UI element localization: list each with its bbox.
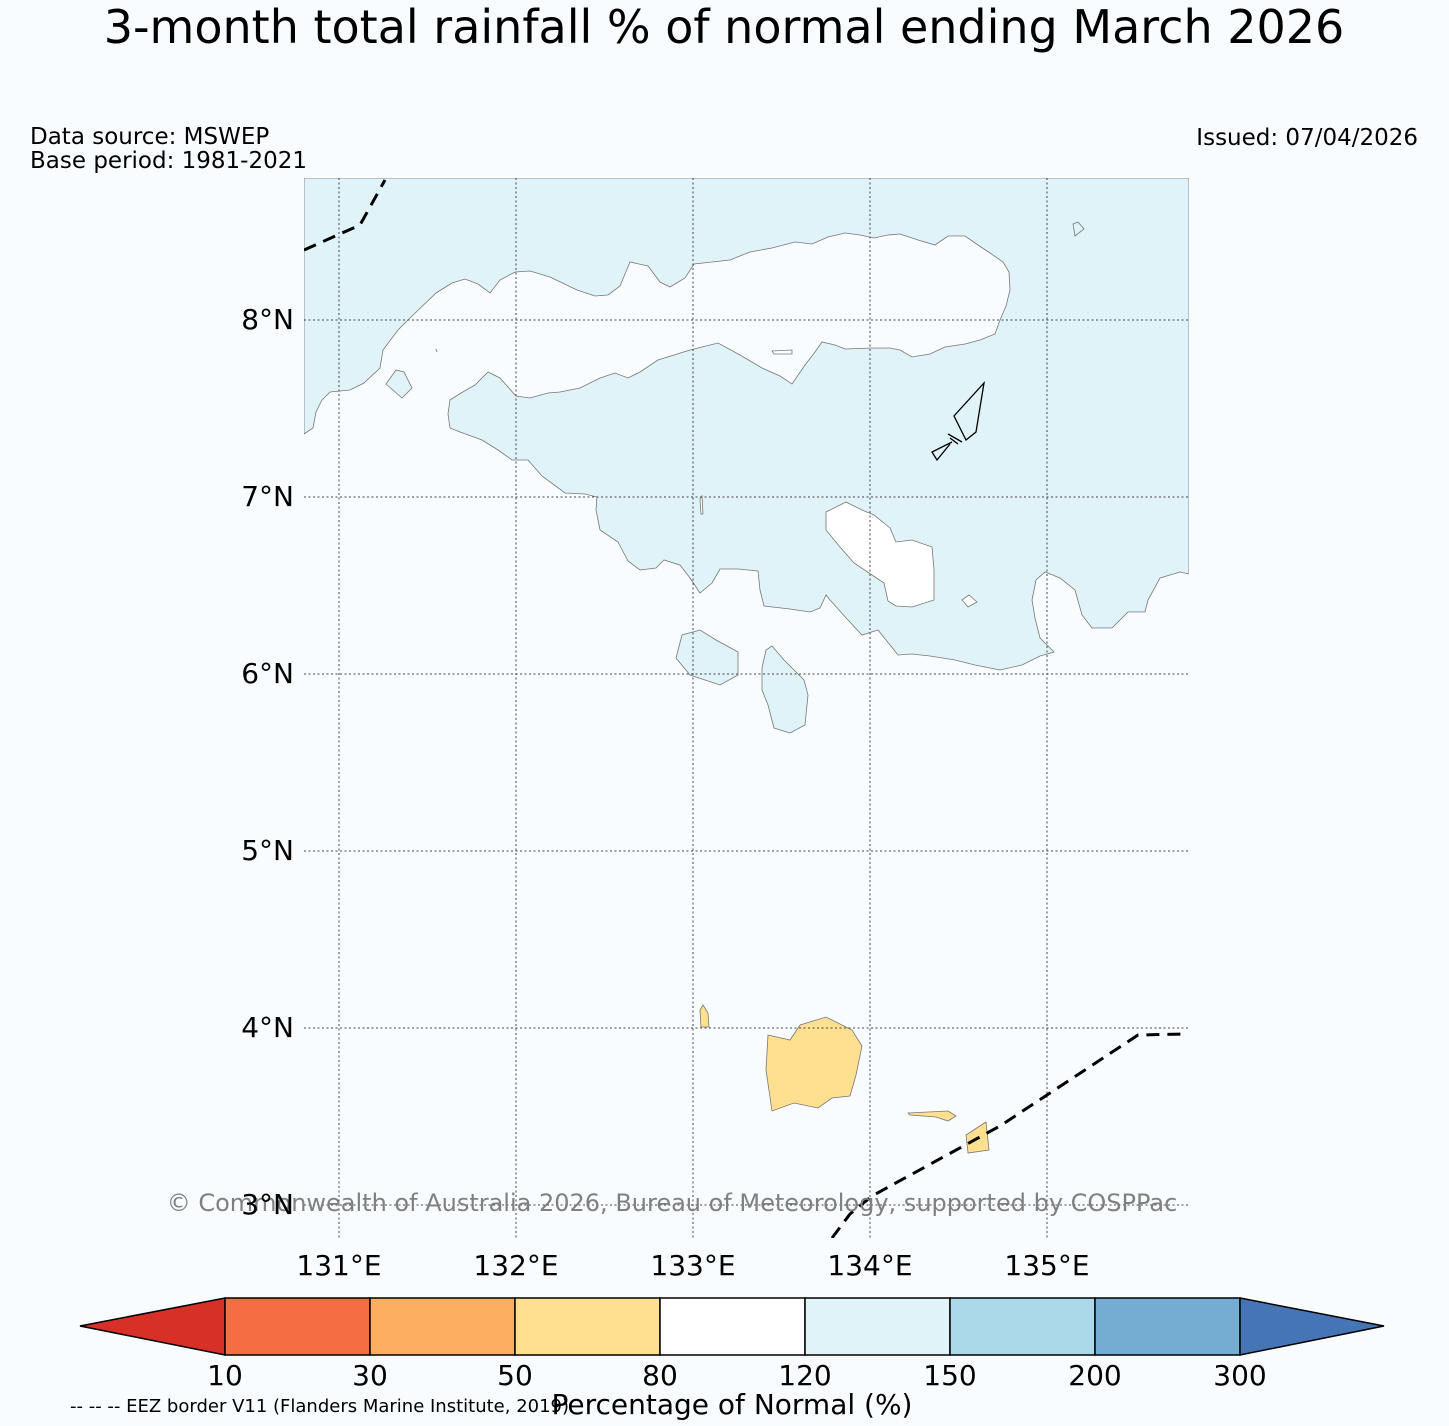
colorbar-extend-low xyxy=(79,1297,226,1356)
lon-label-134e: 134°E xyxy=(827,1249,912,1282)
lat-label-6n: 6°N xyxy=(241,657,294,690)
eez-border-south xyxy=(830,1032,1187,1238)
eez-border-north xyxy=(304,179,387,252)
colorbar-tick-50: 50 xyxy=(497,1359,533,1392)
colorbar-bin-120-150 xyxy=(804,1297,951,1356)
colorbar-tick-10: 10 xyxy=(207,1359,243,1392)
lat-label-5n: 5°N xyxy=(241,834,294,867)
colorbar-bin-30-50 xyxy=(369,1297,516,1356)
data-source-label: Data source: MSWEP xyxy=(30,124,269,150)
wet-islet-2 xyxy=(675,629,739,686)
wet-region-north xyxy=(304,178,1189,671)
chart-title: 3-month total rainfall % of normal endin… xyxy=(104,0,1345,54)
map-panel: © Commonwealth of Australia 2026, Bureau… xyxy=(167,178,1189,1282)
base-period-label: Base period: 1981-2021 xyxy=(30,148,307,174)
dry-islet-2 xyxy=(907,1110,957,1122)
colorbar-tick-300: 300 xyxy=(1213,1359,1266,1392)
lat-label-7n: 7°N xyxy=(241,480,294,513)
colorbar-tick-80: 80 xyxy=(642,1359,678,1392)
rainfall-contours xyxy=(304,178,1189,1238)
issued-date-label: Issued: 07/04/2026 xyxy=(1196,125,1418,151)
tiny-dot xyxy=(435,348,438,353)
colorbar-tick-120: 120 xyxy=(778,1359,831,1392)
wet-fleck-1 xyxy=(1072,221,1085,237)
lat-label-3n: 3°N xyxy=(241,1188,294,1221)
colorbar: 10 30 50 80 120 150 200 300 Percentage o… xyxy=(79,1297,1385,1421)
longitude-labels: 131°E 132°E 133°E 134°E 135°E xyxy=(296,1249,1089,1282)
lon-label-131e: 131°E xyxy=(296,1249,381,1282)
gridlines xyxy=(304,178,1189,1238)
colorbar-bin-150-200 xyxy=(949,1297,1096,1356)
lat-label-8n: 8°N xyxy=(241,303,294,336)
normal-region-hole xyxy=(825,501,935,608)
lon-label-132e: 132°E xyxy=(473,1249,558,1282)
normal-fleck-3 xyxy=(961,594,978,608)
dry-region-large xyxy=(765,1016,863,1112)
normal-fleck-1 xyxy=(771,349,793,355)
lat-label-4n: 4°N xyxy=(241,1011,294,1044)
wet-islet-3 xyxy=(761,645,809,734)
island-outline xyxy=(931,380,985,462)
eez-borders xyxy=(304,179,1187,1238)
colorbar-bin-80-120 xyxy=(659,1297,806,1356)
normal-fleck-2 xyxy=(699,494,704,515)
latitude-labels: 8°N 7°N 6°N 5°N 4°N 3°N xyxy=(241,303,294,1221)
copyright-notice: © Commonwealth of Australia 2026, Bureau… xyxy=(167,1189,1178,1217)
eez-footnote: -- -- -- EEZ border V11 (Flanders Marine… xyxy=(70,1396,569,1417)
lon-label-133e: 133°E xyxy=(650,1249,735,1282)
colorbar-bin-50-80 xyxy=(514,1297,661,1356)
colorbar-ticks: 10 30 50 80 120 150 200 300 xyxy=(207,1359,1267,1392)
lon-label-135e: 135°E xyxy=(1004,1249,1089,1282)
colorbar-tick-200: 200 xyxy=(1068,1359,1121,1392)
colorbar-label: Percentage of Normal (%) xyxy=(552,1388,913,1421)
wet-islet-1 xyxy=(385,369,413,399)
colorbar-bin-10-30 xyxy=(224,1297,371,1356)
colorbar-tick-30: 30 xyxy=(352,1359,388,1392)
colorbar-bin-200-300 xyxy=(1094,1297,1241,1356)
colorbar-tick-150: 150 xyxy=(923,1359,976,1392)
dry-islet-1 xyxy=(699,1004,710,1028)
colorbar-extend-high xyxy=(1239,1297,1385,1356)
